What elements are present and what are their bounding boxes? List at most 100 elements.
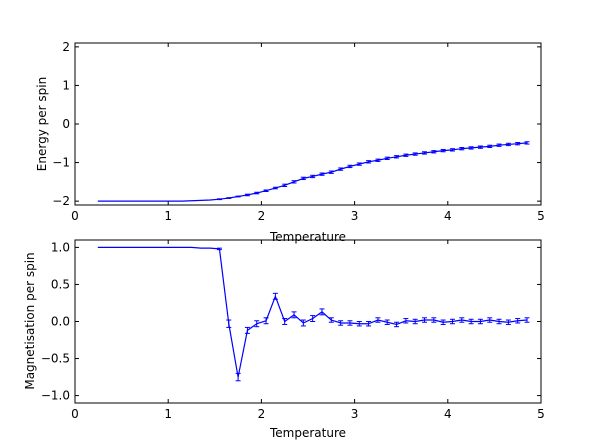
energy-error-bar <box>477 145 483 149</box>
magnetisation-error-bar <box>319 308 325 316</box>
magnetisation-error-bar <box>254 320 260 328</box>
energy-error-bar <box>459 147 465 151</box>
energy-error-bar <box>412 152 418 156</box>
energy-error-bar <box>505 142 511 147</box>
magnetisation-error-bar <box>403 318 409 324</box>
energy-error-bar <box>300 176 306 181</box>
energy-y-tick-label: 1 <box>62 78 70 92</box>
energy-series <box>97 141 530 202</box>
magnetisation-error-bar <box>244 326 250 334</box>
energy-error-bar <box>328 170 334 174</box>
energy-error-bar <box>282 183 288 187</box>
magnetisation-ticks: 0 1 2 3 4 5 −1.0 −0.5 0.0 0.5 1.0 <box>41 240 545 421</box>
energy-error-bar <box>422 151 427 155</box>
energy-error-bar <box>338 167 344 171</box>
magnetisation-axes-frame <box>74 239 542 404</box>
energy-x-axis-label: Temperature <box>269 230 346 244</box>
magnetisation-y-tick-label: 1.0 <box>51 240 70 254</box>
magnetisation-error-bar <box>496 318 502 325</box>
energy-error-bar <box>226 197 232 199</box>
magnetisation-error-bar <box>524 317 530 323</box>
magnetisation-error-bar <box>468 318 474 325</box>
magnetisation-series <box>97 246 530 382</box>
energy-x-tick-label: 0 <box>71 209 79 223</box>
energy-error-bar <box>515 142 521 146</box>
magnetisation-error-bar <box>505 319 511 325</box>
magnetisation-error-bar <box>431 317 437 323</box>
energy-axes-frame <box>74 42 542 206</box>
magnetisation-error-bar <box>422 317 427 323</box>
energy-error-bar <box>440 148 446 153</box>
energy-error-bar <box>524 141 530 145</box>
magnetisation-error-bar <box>291 311 297 319</box>
energy-error-bar <box>244 193 250 197</box>
energy-error-bar <box>263 189 269 192</box>
magnetisation-error-bar <box>263 317 269 325</box>
magnetisation-x-tick-label: 2 <box>258 407 266 421</box>
magnetisation-y-tick-label: 0.5 <box>51 277 70 291</box>
energy-error-bar <box>356 162 362 166</box>
magnetisation-error-bar <box>366 321 372 327</box>
energy-error-bar <box>449 148 455 152</box>
magnetisation-x-tick-label: 4 <box>444 407 452 421</box>
magnetisation-x-tick-label: 1 <box>164 407 172 421</box>
magnetisation-error-bar <box>477 318 483 325</box>
energy-error-bar <box>272 186 278 190</box>
magnetisation-y-tick-label: 0.0 <box>51 315 70 329</box>
energy-x-tick-label: 5 <box>537 209 545 223</box>
magnetisation-x-axis-label: Temperature <box>269 426 346 440</box>
energy-y-tick-label: −1 <box>52 156 70 170</box>
energy-y-tick-label: 2 <box>62 40 70 54</box>
energy-x-tick-label: 2 <box>258 209 266 223</box>
magnetisation-error-bar <box>328 317 334 323</box>
energy-error-bar <box>216 198 222 201</box>
magnetisation-error-bar <box>375 317 381 323</box>
energy-error-bar <box>235 195 241 198</box>
energy-error-bar <box>487 144 493 149</box>
energy-error-bar <box>375 158 381 162</box>
magnetisation-error-bar <box>216 247 222 251</box>
magnetisation-y-tick-label: −0.5 <box>41 352 70 366</box>
energy-x-tick-label: 3 <box>351 209 359 223</box>
magnetisation-x-tick-label: 5 <box>537 407 545 421</box>
energy-error-bar <box>403 153 409 157</box>
energy-error-bar <box>254 191 260 195</box>
magnetisation-error-bar <box>347 320 353 326</box>
magnetisation-x-tick-label: 0 <box>71 407 79 421</box>
energy-y-tick-label: 0 <box>62 117 70 131</box>
energy-error-bar <box>468 146 474 150</box>
energy-error-bar <box>291 180 297 184</box>
magnetisation-error-bar <box>412 318 418 325</box>
energy-error-bar <box>431 150 437 154</box>
magnetisation-error-bar <box>226 319 232 328</box>
magnetisation-error-bar <box>235 372 241 382</box>
magnetisation-error-bar <box>272 292 278 300</box>
magnetisation-error-bar <box>384 319 390 325</box>
magnetisation-error-bar <box>487 317 493 323</box>
energy-error-bar <box>496 143 502 147</box>
magnetisation-error-bar <box>515 318 521 324</box>
energy-error-bar <box>310 174 316 179</box>
magnetisation-y-tick-label: −1.0 <box>41 389 70 403</box>
energy-x-tick-label: 4 <box>444 209 452 223</box>
magnetisation-y-axis-label: Magnetisation per spin <box>23 252 37 389</box>
magnetisation-subplot: Temperature Magnetisation per spin 0 1 2 3 4… <box>23 239 545 440</box>
magnetisation-error-bar <box>282 318 288 325</box>
magnetisation-error-bar <box>449 318 455 325</box>
energy-x-tick-label: 1 <box>164 209 172 223</box>
energy-y-axis-label: Energy per spin <box>35 77 49 171</box>
energy-error-bar <box>366 160 372 164</box>
magnetisation-x-tick-label: 3 <box>351 407 359 421</box>
energy-error-bar <box>394 155 400 159</box>
magnetisation-error-bar <box>356 321 362 327</box>
energy-y-tick-label: −2 <box>52 194 70 208</box>
magnetisation-error-bar <box>310 315 316 322</box>
magnetisation-error-bar <box>300 319 306 327</box>
magnetisation-error-bar <box>459 317 465 323</box>
energy-ticks: 0 1 2 3 4 5 −2 −1 0 1 2 <box>52 40 545 223</box>
energy-error-bar <box>347 164 353 169</box>
magnetisation-error-bar <box>338 320 344 326</box>
magnetisation-error-bar <box>440 319 446 325</box>
